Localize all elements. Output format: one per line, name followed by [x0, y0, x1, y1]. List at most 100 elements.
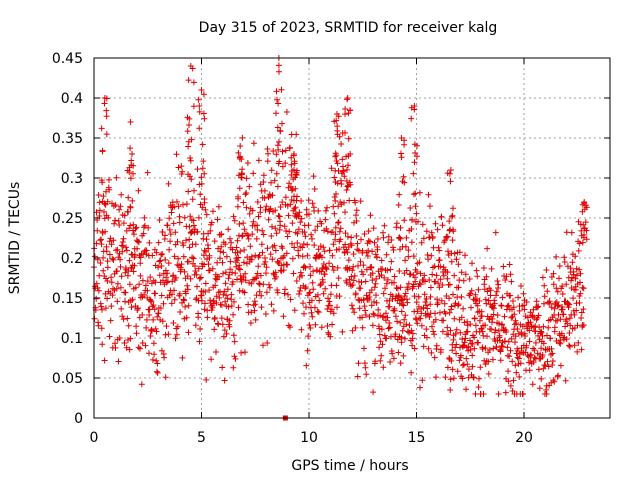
data-point [445, 248, 451, 255]
data-point [169, 291, 175, 298]
data-point [198, 297, 205, 304]
data-point [312, 227, 319, 234]
data-point [262, 311, 269, 317]
data-point [228, 239, 235, 246]
data-point [424, 305, 431, 312]
data-point [496, 320, 502, 327]
data-point [458, 314, 465, 321]
data-point [274, 124, 281, 131]
data-point [298, 215, 305, 222]
data-point [382, 285, 388, 292]
data-point [145, 224, 152, 231]
data-point [467, 321, 474, 328]
data-point [372, 251, 379, 258]
data-point [546, 300, 553, 307]
data-point [505, 368, 512, 375]
data-point [136, 281, 143, 288]
data-point [142, 342, 149, 349]
data-point [468, 287, 475, 294]
data-point [184, 282, 191, 289]
data-point [450, 291, 456, 298]
data-point [492, 327, 499, 333]
data-point [392, 331, 399, 338]
data-point [404, 286, 411, 293]
data-point [376, 344, 383, 351]
data-point [180, 296, 187, 303]
data-point [539, 352, 546, 358]
data-point [562, 377, 569, 384]
data-point [378, 272, 385, 278]
data-point [234, 249, 241, 256]
data-point [108, 279, 115, 286]
data-point [427, 293, 434, 300]
data-point [103, 131, 110, 138]
data-point [434, 300, 441, 306]
data-point [345, 162, 351, 169]
data-point [141, 222, 148, 229]
data-point [178, 163, 185, 170]
data-point [204, 307, 211, 314]
data-point [352, 199, 359, 206]
data-point [191, 187, 197, 194]
data-point [567, 343, 573, 350]
data-point [123, 244, 129, 251]
data-point [249, 207, 256, 214]
data-point [135, 344, 142, 351]
data-point [125, 322, 132, 329]
data-point [332, 179, 339, 185]
data-point [395, 349, 402, 356]
data-point [347, 151, 354, 157]
data-point [225, 226, 232, 233]
data-point [253, 274, 260, 281]
data-point [529, 381, 536, 388]
data-point [237, 272, 244, 279]
data-point [140, 224, 147, 231]
data-point [202, 288, 209, 295]
data-point [407, 205, 414, 211]
data-point [239, 134, 246, 141]
data-point [180, 201, 186, 208]
data-point [353, 207, 360, 214]
data-point [324, 204, 330, 211]
data-point [450, 375, 457, 382]
data-point [274, 96, 280, 103]
data-point [471, 345, 478, 352]
data-point [539, 274, 546, 281]
data-point [412, 190, 419, 197]
data-point [544, 358, 551, 365]
y-tick-label: 0.15 [52, 291, 83, 307]
data-point [196, 338, 203, 345]
data-point [256, 288, 263, 295]
data-point [383, 280, 390, 287]
data-point [181, 214, 188, 221]
data-point [112, 217, 119, 224]
data-point [573, 307, 580, 314]
data-point [132, 284, 139, 291]
data-point [487, 287, 494, 294]
data-point [196, 103, 203, 109]
data-point [476, 375, 482, 382]
data-point [282, 194, 289, 201]
data-point [508, 335, 515, 342]
data-point [192, 241, 199, 248]
data-point [220, 270, 226, 277]
data-point [174, 323, 181, 330]
data-point [255, 213, 262, 220]
data-point [171, 253, 178, 260]
data-point [236, 154, 243, 161]
data-point [227, 266, 234, 273]
data-point [444, 275, 451, 282]
data-point [243, 204, 250, 211]
data-point [397, 235, 404, 242]
data-point [190, 255, 197, 262]
data-point [327, 333, 334, 340]
data-point [390, 247, 397, 253]
data-point [268, 301, 275, 308]
data-point [347, 107, 354, 114]
data-point [248, 253, 255, 260]
data-point [363, 266, 370, 273]
data-point [464, 322, 471, 329]
data-point [523, 342, 530, 349]
data-point [268, 179, 274, 186]
data-point [335, 275, 342, 282]
